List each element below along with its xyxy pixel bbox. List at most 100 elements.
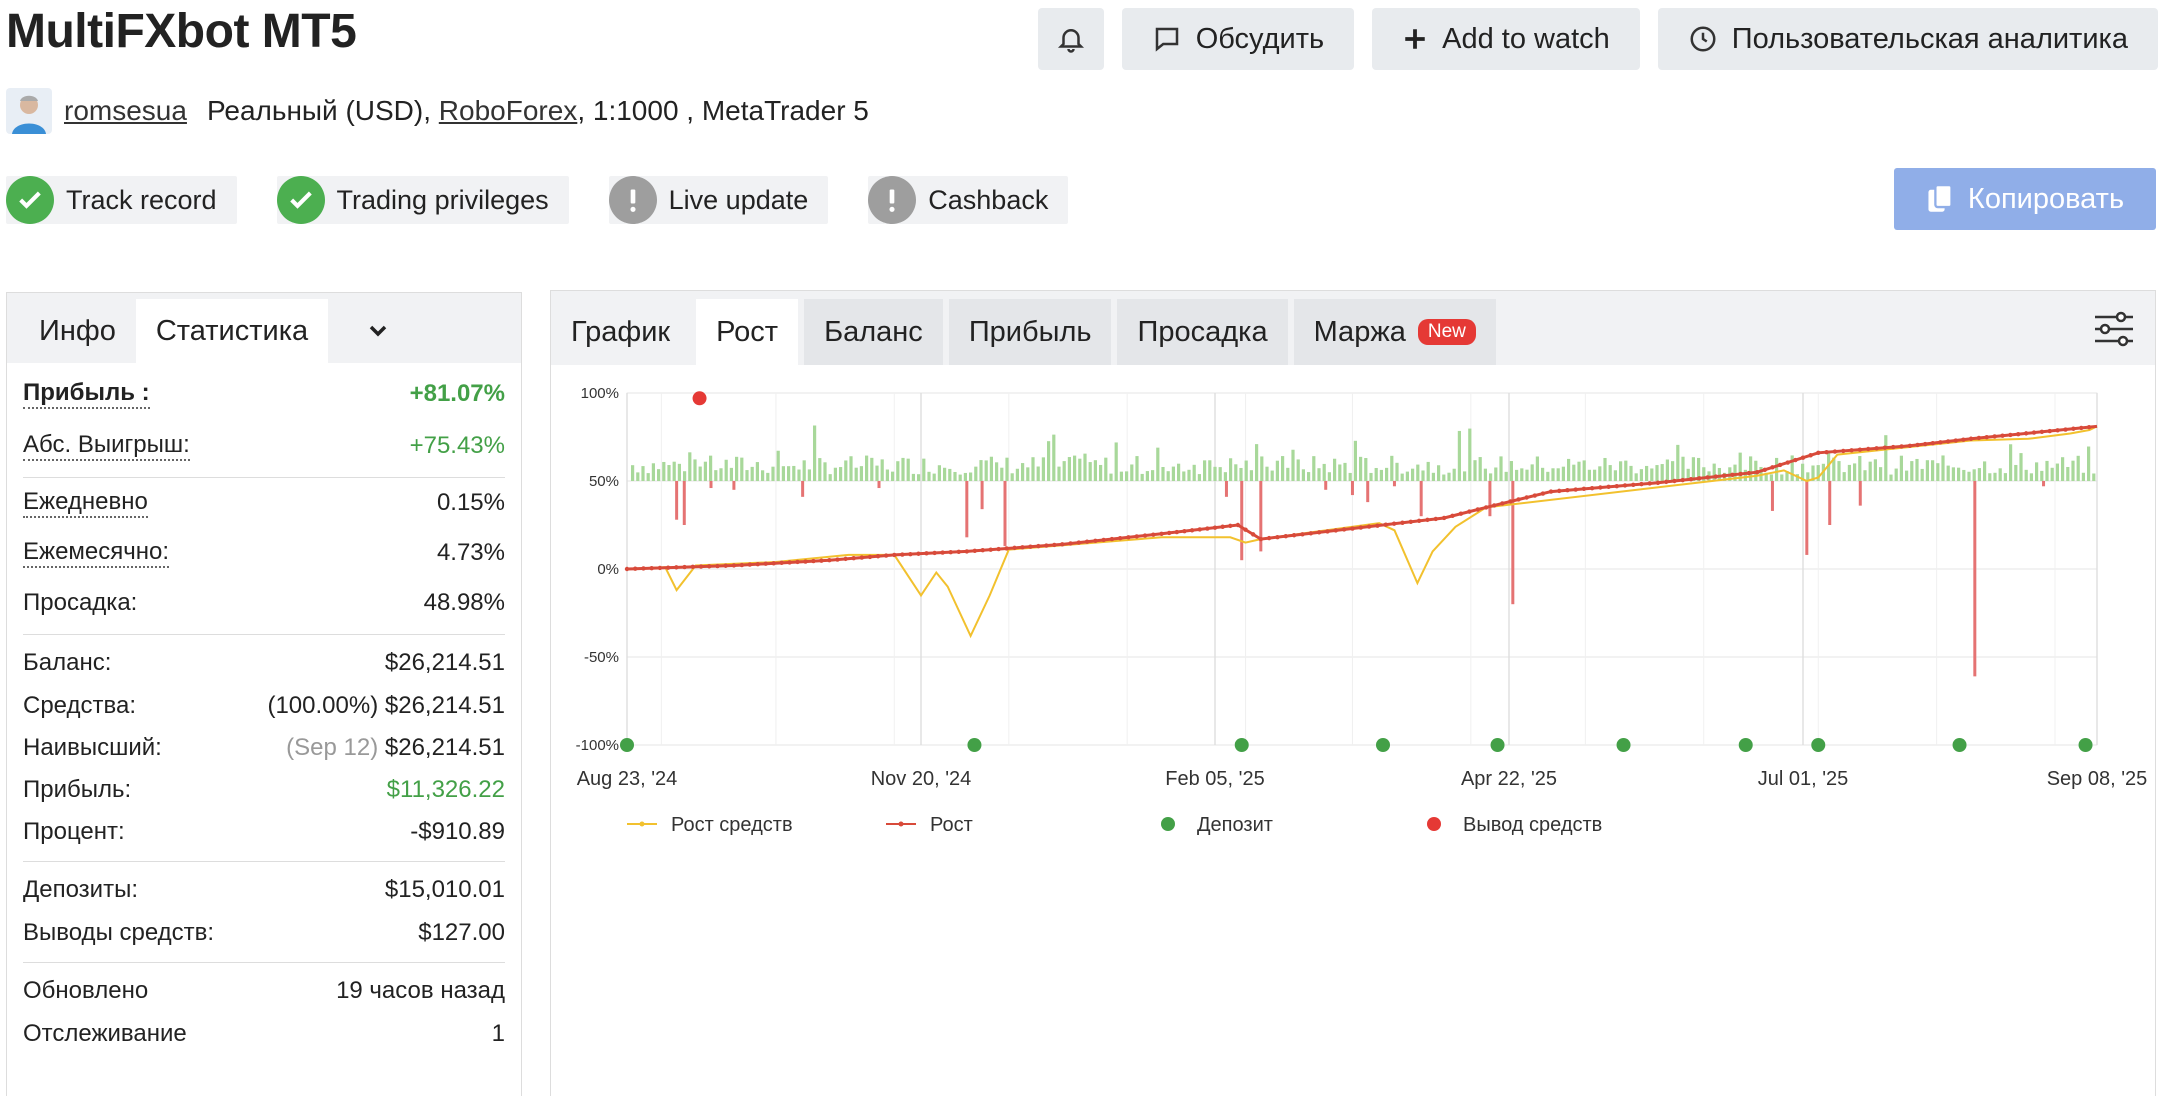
- stat-value: $127.00: [418, 919, 505, 946]
- analytics-button[interactable]: Пользовательская аналитика: [1657, 8, 2158, 70]
- tab-margin[interactable]: Маржа New: [1293, 299, 1496, 365]
- growth-point: [1832, 449, 1838, 454]
- chart-settings-button[interactable]: [2093, 309, 2135, 354]
- user-link[interactable]: romsesua: [64, 95, 187, 126]
- profit-bar: [1286, 467, 1290, 481]
- avatar[interactable]: [6, 88, 52, 134]
- bell-icon: [1057, 29, 1084, 53]
- notify-button[interactable]: [1037, 8, 1104, 70]
- badge-label: Track record: [66, 184, 217, 215]
- growth-point: [707, 564, 712, 569]
- profit-bar: [1197, 474, 1201, 481]
- more-tabs-toggle[interactable]: [328, 299, 408, 363]
- clock-icon: [1690, 26, 1716, 52]
- profit-bar: [1036, 466, 1040, 481]
- growth-point: [1068, 541, 1073, 546]
- growth-point: [1713, 474, 1719, 479]
- profit-bar: [870, 457, 874, 481]
- profit-bar: [1608, 465, 1612, 481]
- stat-label[interactable]: Ежедневно: [23, 488, 148, 518]
- stat-row: Депозиты: $15,010.01: [23, 868, 505, 912]
- profit-bar: [1967, 471, 1971, 481]
- stat-value: 1: [491, 1020, 505, 1047]
- profit-bar: [1634, 473, 1638, 481]
- tab-balance[interactable]: Баланс: [804, 299, 943, 365]
- exclamation-icon: [608, 176, 657, 224]
- chart-panel: График Рост Баланс Прибыль Просадка Марж…: [550, 290, 2156, 1096]
- legend-marker: [898, 821, 904, 827]
- broker-link[interactable]: RoboForex: [438, 95, 578, 126]
- stat-label[interactable]: Абс. Выигрыш:: [23, 431, 190, 461]
- tab-info[interactable]: Инфо: [39, 314, 116, 347]
- profit-bar: [865, 455, 869, 481]
- stat-value: (Sep 12) $26,214.51: [286, 734, 505, 762]
- copy-label: Копировать: [1967, 182, 2125, 215]
- profit-bar: [1931, 460, 1935, 481]
- add-to-watch-button[interactable]: Add to watch: [1372, 8, 1640, 70]
- profit-bar: [1624, 460, 1628, 481]
- growth-point: [795, 559, 800, 565]
- discuss-button[interactable]: Обсудить: [1121, 8, 1355, 70]
- sliders-icon: [2095, 311, 2133, 347]
- growth-point: [763, 561, 768, 566]
- growth-point: [1841, 448, 1846, 454]
- profit-bar: [1421, 470, 1425, 481]
- profit-bar: [1187, 469, 1191, 481]
- growth-point: [1166, 530, 1172, 536]
- growth-point: [972, 548, 977, 554]
- growth-point: [1581, 486, 1587, 492]
- loss-bar: [675, 481, 679, 520]
- profit-bar: [1052, 434, 1056, 481]
- profit-bar: [2076, 455, 2080, 481]
- profit-bar: [1655, 465, 1659, 481]
- profit-bar: [1411, 468, 1415, 481]
- growth-point: [755, 561, 760, 567]
- copy-button[interactable]: Копировать: [1894, 168, 2156, 230]
- legend-marker: [639, 821, 645, 827]
- profit-bar: [1442, 474, 1446, 481]
- stat-label[interactable]: Ежемесячно:: [23, 538, 170, 568]
- growth-point: [980, 548, 985, 553]
- profit-bar: [953, 471, 957, 481]
- growth-point: [1012, 545, 1017, 551]
- profit-bar: [1806, 472, 1810, 481]
- growth-point: [1754, 470, 1760, 475]
- profit-bar: [1390, 455, 1394, 481]
- growth-point: [819, 558, 824, 563]
- tab-stats[interactable]: Статистика: [135, 299, 329, 363]
- profit-bar: [1905, 470, 1909, 481]
- tab-graph[interactable]: График: [571, 315, 671, 348]
- y-tick-label: -50%: [584, 649, 619, 666]
- profit-bar: [1879, 467, 1883, 481]
- growth-point: [1800, 455, 1806, 460]
- stat-row: Процент: -$910.89: [23, 811, 505, 853]
- tab-profit[interactable]: Прибыль: [948, 299, 1112, 365]
- growth-point: [1450, 513, 1455, 519]
- growth-point: [1142, 533, 1148, 538]
- growth-point: [1663, 479, 1669, 485]
- profit-bar: [735, 456, 739, 481]
- loss-bar: [1805, 481, 1809, 555]
- stat-label[interactable]: Прибыль :: [23, 379, 150, 409]
- tab-drawdown[interactable]: Просадка: [1117, 299, 1288, 365]
- profit-bar: [943, 467, 947, 481]
- profit-bar: [1005, 457, 1009, 481]
- growth-point: [665, 565, 671, 570]
- loss-bar: [1770, 481, 1774, 511]
- profit-bar: [1671, 461, 1675, 481]
- deposit-marker: [620, 738, 634, 752]
- profit-bar: [1509, 461, 1513, 481]
- profit-bar: [1426, 461, 1430, 481]
- growth-point: [867, 554, 873, 560]
- profit-bar: [948, 468, 952, 481]
- profit-bar: [1109, 473, 1113, 481]
- stat-value: $26,214.51: [384, 649, 505, 676]
- tab-margin-label: Маржа: [1313, 315, 1406, 348]
- tab-growth[interactable]: Рост: [696, 299, 799, 365]
- growth-chart[interactable]: 100% 50% 0% -50% -100% Aug 23, '24 Nov 20, '24…: [551, 381, 2151, 1091]
- deposit-marker: [1952, 738, 1967, 752]
- growth-point: [1647, 481, 1652, 486]
- stat-label: Прибыль:: [23, 776, 132, 803]
- x-tick-label: Aug 23, '24: [577, 768, 678, 790]
- profit-bar: [1733, 464, 1737, 481]
